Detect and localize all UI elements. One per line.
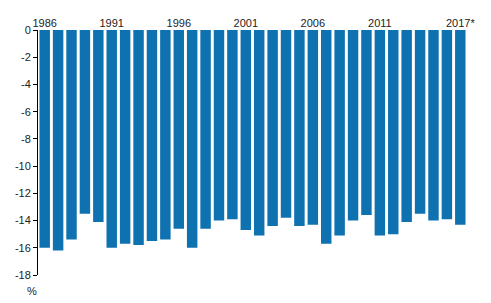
svg-text:%: % bbox=[27, 285, 37, 297]
svg-text:-12: -12 bbox=[15, 187, 31, 199]
svg-text:2011: 2011 bbox=[368, 17, 392, 29]
svg-text:2017*: 2017* bbox=[446, 17, 475, 29]
svg-text:1986: 1986 bbox=[32, 17, 56, 29]
svg-text:-14: -14 bbox=[15, 214, 31, 226]
svg-text:-2: -2 bbox=[21, 51, 31, 63]
svg-text:-10: -10 bbox=[15, 160, 31, 172]
svg-text:1991: 1991 bbox=[99, 17, 123, 29]
svg-text:-6: -6 bbox=[21, 106, 31, 118]
svg-text:1996: 1996 bbox=[167, 17, 191, 29]
svg-text:-4: -4 bbox=[21, 78, 31, 90]
svg-text:-18: -18 bbox=[15, 269, 31, 281]
svg-text:0: 0 bbox=[25, 24, 31, 36]
svg-text:2001: 2001 bbox=[234, 17, 258, 29]
svg-text:-8: -8 bbox=[21, 133, 31, 145]
svg-text:2006: 2006 bbox=[301, 17, 325, 29]
svg-text:-16: -16 bbox=[15, 242, 31, 254]
